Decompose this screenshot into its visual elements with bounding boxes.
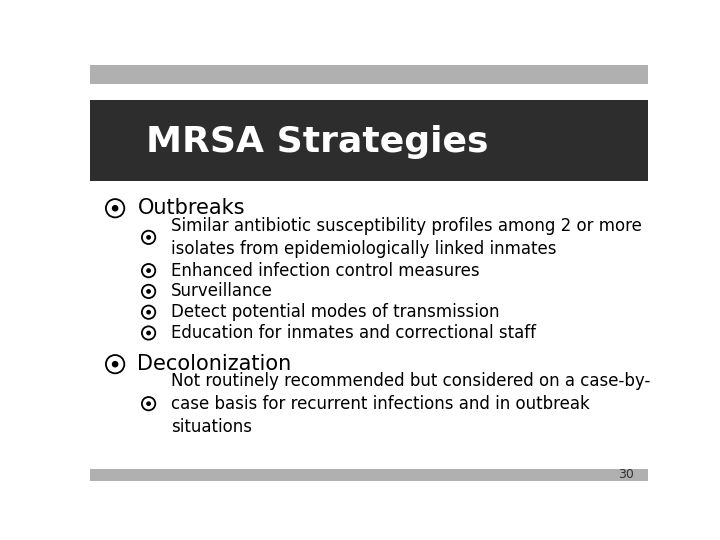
Bar <box>90 469 648 481</box>
Text: Education for inmates and correctional staff: Education for inmates and correctional s… <box>171 324 536 342</box>
Text: MRSA Strategies: MRSA Strategies <box>145 125 488 159</box>
Text: Similar antibiotic susceptibility profiles among 2 or more
isolates from epidemi: Similar antibiotic susceptibility profil… <box>171 217 642 258</box>
Ellipse shape <box>146 289 151 294</box>
Ellipse shape <box>146 235 151 240</box>
Ellipse shape <box>112 205 118 212</box>
Ellipse shape <box>112 361 118 367</box>
Text: Detect potential modes of transmission: Detect potential modes of transmission <box>171 303 500 321</box>
Bar <box>90 100 648 181</box>
Ellipse shape <box>146 330 151 335</box>
Bar <box>90 65 648 84</box>
Ellipse shape <box>146 268 151 273</box>
Text: Not routinely recommended but considered on a case-by-
case basis for recurrent : Not routinely recommended but considered… <box>171 372 650 436</box>
Text: Outbreaks: Outbreaks <box>138 198 245 218</box>
Ellipse shape <box>146 310 151 315</box>
Text: Enhanced infection control measures: Enhanced infection control measures <box>171 261 480 280</box>
Ellipse shape <box>146 401 151 406</box>
Text: 30: 30 <box>618 468 634 481</box>
Text: Decolonization: Decolonization <box>138 354 292 374</box>
Text: Surveillance: Surveillance <box>171 282 273 300</box>
